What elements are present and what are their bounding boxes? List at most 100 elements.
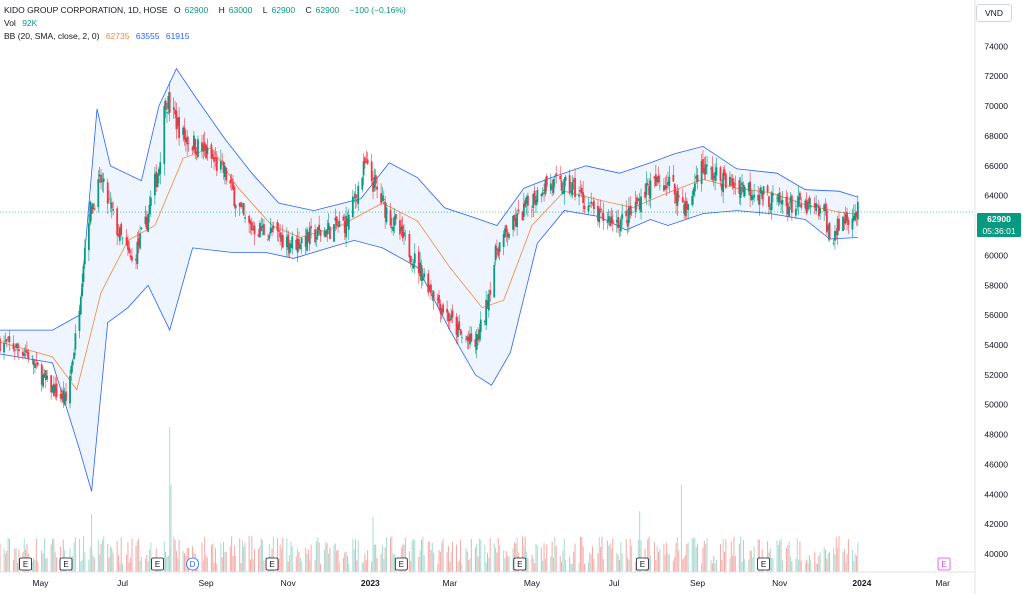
- candle: [804, 198, 807, 211]
- candle: [81, 273, 84, 298]
- earnings-marker[interactable]: E: [394, 557, 408, 571]
- volume-bar: [693, 538, 695, 572]
- volume-bar: [225, 551, 227, 572]
- candle: [376, 176, 378, 199]
- volume-bar: [843, 548, 845, 572]
- x-tick-label: 2024: [852, 578, 871, 588]
- candle: [770, 190, 773, 220]
- symbol-title[interactable]: KIDO GROUP CORPORATION, 1D, HOSE: [4, 5, 168, 15]
- volume-bar: [320, 563, 322, 572]
- volume-bar: [163, 541, 165, 572]
- candle: [417, 245, 420, 284]
- candle: [260, 217, 263, 232]
- price-axis[interactable]: 7600074000720007000068000660006400062000…: [984, 11, 1008, 559]
- volume-bar: [658, 551, 660, 572]
- volume-bar: [338, 562, 340, 572]
- candle: [276, 219, 279, 242]
- candle: [65, 382, 67, 406]
- volume-bar: [8, 538, 10, 572]
- candle: [733, 177, 735, 195]
- candle: [178, 106, 181, 146]
- candle: [147, 213, 150, 233]
- candle: [578, 186, 580, 206]
- earnings-marker[interactable]: E: [757, 557, 770, 571]
- candle: [202, 134, 205, 160]
- volume-bar: [431, 542, 433, 572]
- candle: [625, 200, 628, 223]
- candle: [544, 176, 547, 197]
- volume-bar: [120, 537, 122, 572]
- earnings-marker[interactable]: E: [937, 557, 951, 571]
- volume-bar: [74, 537, 76, 572]
- volume-bar: [535, 543, 537, 572]
- candle: [315, 229, 318, 247]
- candle: [611, 210, 614, 232]
- volume-spike: [170, 485, 172, 572]
- volume-bar: [635, 562, 637, 572]
- candle: [357, 181, 360, 212]
- earnings-marker[interactable]: E: [151, 557, 164, 571]
- candle: [447, 310, 450, 329]
- volume-bar: [682, 559, 684, 572]
- volume-bar: [458, 560, 460, 572]
- candle: [234, 203, 237, 217]
- volume-bar: [348, 563, 350, 572]
- candle: [684, 192, 687, 219]
- earnings-marker[interactable]: E: [59, 557, 73, 571]
- candle: [73, 348, 75, 360]
- volume-bar: [127, 542, 129, 572]
- candle: [384, 196, 387, 229]
- earnings-marker[interactable]: E: [635, 557, 649, 571]
- candle: [351, 189, 354, 218]
- candle: [467, 330, 470, 350]
- volume-bar: [855, 555, 857, 572]
- candle: [781, 191, 784, 214]
- time-axis[interactable]: May Jul Sep Nov 2023 Mar May Jul Sep Nov 2024 Mar: [32, 578, 950, 588]
- volume-bar: [329, 547, 331, 572]
- volume-bar: [819, 552, 821, 572]
- volume-bar: [649, 555, 651, 572]
- candle: [808, 195, 811, 210]
- volume-bar: [361, 562, 363, 572]
- volume-bar: [495, 547, 497, 572]
- candle: [846, 207, 848, 231]
- legend-symbol-row: KIDO GROUP CORPORATION, 1D, HOSE O 62900 …: [4, 5, 410, 15]
- candle: [139, 225, 141, 251]
- candle: [250, 217, 253, 236]
- volume-bar: [610, 548, 612, 572]
- earnings-marker[interactable]: E: [19, 557, 32, 571]
- candle: [559, 166, 562, 182]
- volume-bar: [508, 556, 510, 572]
- candle: [485, 291, 488, 331]
- volume-bars: [0, 427, 859, 572]
- candle: [112, 201, 115, 216]
- volume-bar: [536, 545, 538, 572]
- volume-bar: [451, 541, 453, 572]
- candle: [568, 169, 571, 196]
- candle: [79, 296, 82, 316]
- earnings-marker[interactable]: E: [265, 557, 279, 571]
- volume-spike: [91, 514, 93, 572]
- candle: [364, 155, 366, 169]
- candle: [353, 191, 356, 203]
- volume-bar: [618, 559, 620, 572]
- volume-bar: [165, 552, 167, 572]
- candle: [62, 381, 65, 408]
- ohlc-close: C 62900: [305, 5, 340, 15]
- candle: [117, 223, 120, 238]
- volume-bar: [89, 547, 91, 572]
- candle: [772, 184, 774, 203]
- volume-bar: [224, 552, 226, 572]
- candle: [615, 210, 618, 233]
- currency-selector[interactable]: VND: [976, 4, 1012, 22]
- candle: [505, 224, 508, 242]
- candle: [634, 191, 637, 218]
- volume-bar: [177, 558, 179, 572]
- volume-bar: [787, 545, 789, 572]
- legend-volume-row[interactable]: Vol 92K: [4, 18, 41, 28]
- legend-bb-row[interactable]: BB (20, SMA, close, 2, 0) 62735 63555 61…: [4, 31, 193, 41]
- dividend-marker[interactable]: D: [186, 557, 199, 571]
- earnings-marker[interactable]: E: [513, 557, 527, 571]
